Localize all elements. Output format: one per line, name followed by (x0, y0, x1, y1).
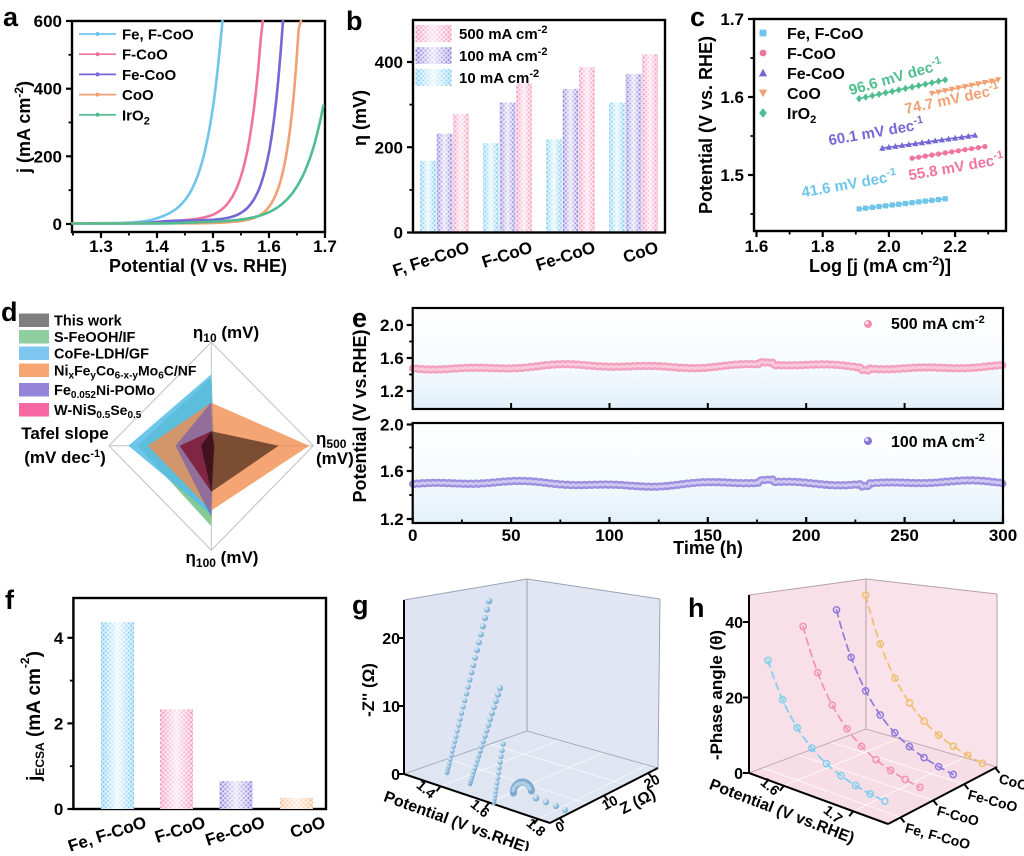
svg-text:1.5: 1.5 (201, 237, 225, 256)
svg-text:100 mA cm-2: 100 mA cm-2 (891, 432, 985, 451)
svg-text:d: d (1, 297, 18, 327)
svg-text:20: 20 (382, 631, 400, 648)
svg-text:0: 0 (53, 215, 62, 234)
svg-text:F-CoO: F-CoO (787, 46, 836, 63)
svg-text:0: 0 (54, 800, 63, 819)
svg-text:1.6: 1.6 (380, 462, 404, 481)
svg-text:1.6: 1.6 (745, 237, 769, 256)
svg-text:h: h (688, 593, 705, 623)
svg-text:40: 40 (725, 615, 743, 632)
svg-text:4: 4 (54, 629, 64, 648)
svg-text:CoO: CoO (122, 87, 154, 104)
svg-text:Fe-CoO: Fe-CoO (787, 66, 845, 83)
svg-text:1.7: 1.7 (313, 237, 337, 256)
svg-text:η10 (mV): η10 (mV) (193, 323, 259, 345)
svg-text:-Z'' (Ω): -Z'' (Ω) (359, 663, 378, 717)
svg-text:g: g (352, 590, 369, 620)
svg-text:10: 10 (382, 699, 400, 716)
svg-text:CoFe-LDH/GF: CoFe-LDH/GF (54, 347, 149, 363)
svg-text:2: 2 (54, 714, 63, 733)
svg-text:S-FeOOH/IF: S-FeOOH/IF (54, 330, 136, 346)
svg-text:1.4: 1.4 (145, 237, 169, 256)
svg-text:IrO2: IrO2 (122, 107, 150, 127)
svg-text:Time (h): Time (h) (673, 538, 743, 558)
svg-text:(mV): (mV) (316, 449, 354, 468)
svg-text:400: 400 (375, 53, 403, 72)
svg-text:Fe, F-CoO: Fe, F-CoO (787, 26, 863, 43)
svg-text:Tafel slope: Tafel slope (21, 424, 109, 443)
svg-text:100: 100 (595, 526, 623, 545)
svg-text:10: 10 (599, 792, 620, 813)
svg-text:400: 400 (34, 80, 62, 99)
svg-text:500 mA cm-2: 500 mA cm-2 (891, 314, 985, 333)
svg-text:IrO2: IrO2 (787, 106, 816, 126)
svg-text:50: 50 (502, 526, 521, 545)
svg-text:Potential (V vs. RHE): Potential (V vs. RHE) (109, 256, 287, 276)
svg-text:b: b (346, 6, 363, 36)
svg-text:1.8: 1.8 (811, 237, 835, 256)
svg-text:1.6: 1.6 (720, 88, 744, 107)
svg-text:1.2: 1.2 (380, 510, 404, 529)
svg-text:600: 600 (34, 12, 62, 31)
svg-text:1.2: 1.2 (380, 382, 404, 401)
svg-text:η (mV): η (mV) (350, 90, 370, 146)
svg-text:300: 300 (989, 526, 1017, 545)
svg-text:200: 200 (375, 138, 403, 157)
svg-text:f: f (5, 585, 15, 615)
svg-text:j (mA cm-2): j (mA cm-2) (12, 81, 34, 174)
svg-text:150: 150 (694, 526, 722, 545)
svg-text:a: a (3, 2, 19, 32)
svg-text:Fe, F-CoO: Fe, F-CoO (122, 27, 194, 44)
svg-text:1.3: 1.3 (89, 237, 113, 256)
svg-text:e: e (352, 303, 367, 333)
svg-text:10 mA cm-2: 10 mA cm-2 (459, 68, 539, 87)
svg-text:20: 20 (725, 691, 743, 708)
svg-text:Potential (V vs.RHE): Potential (V vs.RHE) (350, 329, 370, 502)
svg-text:2.0: 2.0 (877, 237, 901, 256)
svg-text:20: 20 (641, 771, 662, 792)
svg-text:1.6: 1.6 (257, 237, 281, 256)
svg-text:2.2: 2.2 (943, 237, 967, 256)
svg-text:(mV dec-1): (mV dec-1) (24, 448, 106, 467)
svg-text:200: 200 (792, 526, 820, 545)
svg-text:2.0: 2.0 (380, 416, 404, 435)
svg-text:0: 0 (734, 766, 743, 783)
svg-text:200: 200 (34, 147, 62, 166)
svg-text:0: 0 (394, 224, 403, 243)
svg-text:500 mA cm-2: 500 mA cm-2 (459, 24, 547, 43)
svg-text:1.7: 1.7 (720, 10, 744, 29)
svg-text:Fe-CoO: Fe-CoO (122, 67, 176, 84)
svg-text:0: 0 (408, 526, 417, 545)
svg-text:250: 250 (890, 526, 918, 545)
svg-text:This work: This work (54, 314, 123, 330)
svg-text:Potential (V vs. RHE): Potential (V vs. RHE) (696, 36, 716, 214)
svg-text:2.0: 2.0 (380, 316, 404, 335)
svg-text:F-CoO: F-CoO (122, 47, 168, 64)
svg-text:CoO: CoO (787, 86, 821, 103)
svg-text:1.6: 1.6 (380, 349, 404, 368)
svg-text:Log [j (mA cm-2)]: Log [j (mA cm-2)] (809, 254, 951, 276)
svg-text:-Phase angle (θ): -Phase angle (θ) (707, 630, 726, 760)
svg-text:1.5: 1.5 (720, 166, 744, 185)
svg-text:c: c (690, 2, 705, 32)
svg-text:100 mA cm-2: 100 mA cm-2 (459, 46, 547, 65)
svg-text:0: 0 (391, 767, 400, 784)
